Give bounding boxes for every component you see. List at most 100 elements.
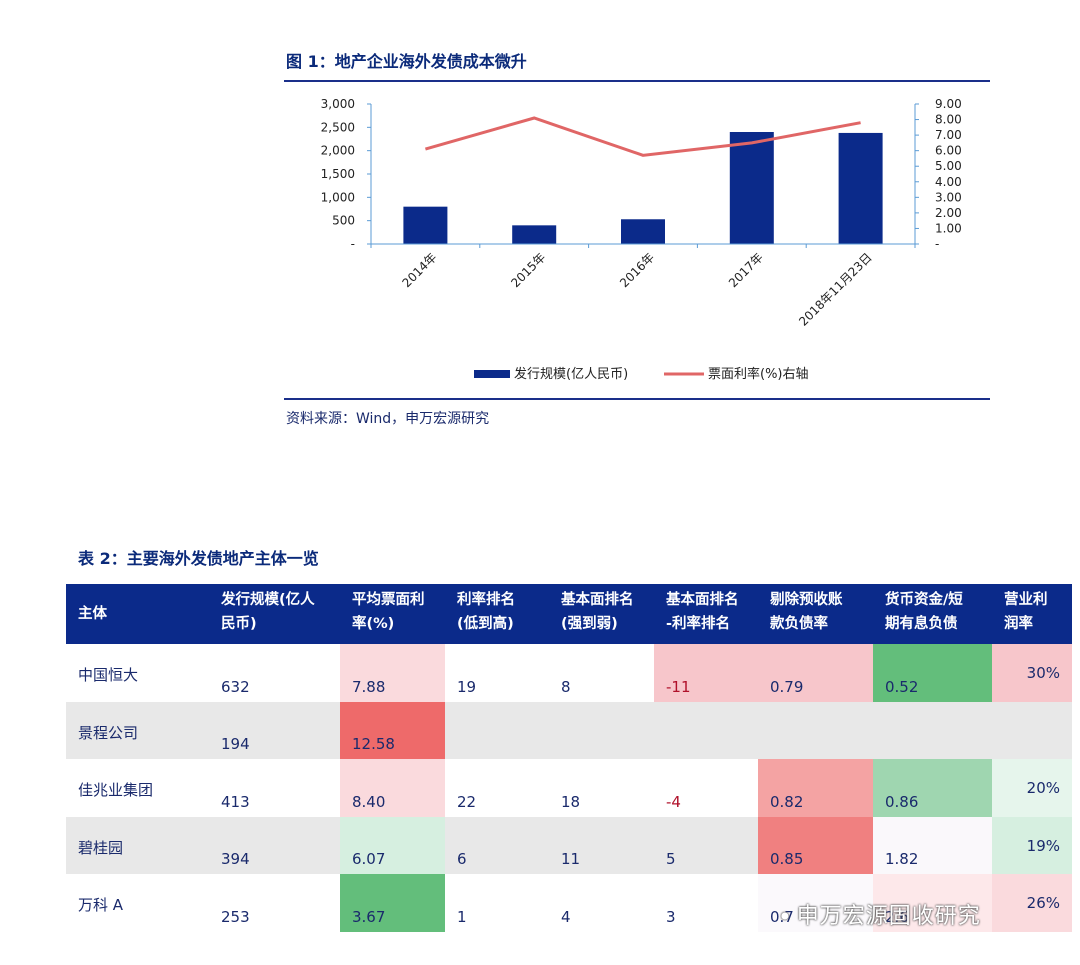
left-tick-label: 500 — [332, 214, 355, 228]
wechat-icon: ꔷ — [780, 904, 791, 928]
header-text: 基本面排名 — [561, 592, 634, 608]
table-cell — [873, 701, 992, 760]
x-tick-label: 2017年 — [726, 250, 766, 290]
header-text: (强到弱) — [561, 616, 618, 632]
table-cell: 413 — [209, 759, 340, 817]
right-tick-label: 9.00 — [935, 97, 962, 111]
table-cell — [445, 701, 549, 760]
cell-value: 0.7 — [770, 907, 794, 926]
right-tick-label: 4.00 — [935, 175, 962, 189]
table-row: 万科 A 253 3.67 1 4 3 0.7 2.6 26% — [66, 874, 1072, 932]
header-cell: 平均票面利 率(%) — [352, 588, 425, 636]
rate-line — [424, 116, 861, 157]
cell-value: 0.79 — [770, 677, 804, 696]
left-tick-label: 3,000 — [321, 97, 355, 111]
table-cell: 1 — [445, 874, 549, 932]
cell-value: 佳兆业集团 — [78, 781, 154, 800]
table-cell: 253 — [209, 874, 340, 932]
table-row: 佳兆业集团 413 8.40 22 18 -4 0.82 0.86 20% — [66, 759, 1072, 817]
table-cell: 7.88 — [340, 644, 445, 702]
table-cell: 景程公司 — [66, 701, 209, 760]
table-header: 主体 发行规模(亿人 民币) 平均票面利 率(%) 利率排名 (低到高) 基本面排名 (强到弱)… — [66, 584, 1072, 644]
table-row: 碧桂园 394 6.07 6 11 5 0.85 1.82 19% — [66, 816, 1072, 875]
header-text: 期有息负债 — [885, 616, 958, 632]
table-cell: 中国恒大 — [66, 644, 209, 702]
cell-value: 景程公司 — [78, 723, 139, 742]
cell-value: 6 — [457, 850, 467, 869]
cell-value: 19 — [457, 677, 477, 696]
cell-value: 413 — [221, 792, 250, 811]
cell-value: 8.40 — [352, 792, 386, 811]
cell-value: 4 — [561, 907, 571, 926]
table-cell: 19 — [445, 644, 549, 702]
left-tick-label: - — [351, 237, 355, 251]
table-cell — [654, 701, 758, 760]
left-tick-label: 1,000 — [321, 190, 355, 204]
table-cell: 26% — [992, 874, 1072, 932]
cell-value: 11 — [561, 850, 581, 869]
cell-value: 2.6 — [885, 907, 909, 926]
cell-value: 1 — [457, 907, 467, 926]
table-cell: 394 — [209, 816, 340, 875]
cell-value: 7.88 — [352, 677, 386, 696]
cell-value: 194 — [221, 735, 250, 754]
header-text: 主体 — [78, 606, 107, 622]
x-tick-label: 2016年 — [617, 250, 657, 290]
header-cell: 基本面排名 (强到弱) — [561, 588, 634, 636]
header-text: 货币资金/短 — [885, 592, 963, 608]
cell-value: 8 — [561, 677, 571, 696]
header-cell: 剔除预收账 款负债率 — [770, 588, 843, 636]
table-cell: 万科 A — [66, 874, 209, 932]
right-tick-label: 8.00 — [935, 113, 962, 127]
header-text: 发行规模(亿人 — [221, 592, 315, 608]
table-cell: 22 — [445, 759, 549, 817]
cell-value: 632 — [221, 677, 250, 696]
table-cell: 2.6 — [873, 874, 992, 932]
right-tick-label: - — [935, 237, 939, 251]
watermark-text: 申万宏源固收研究 — [796, 904, 981, 929]
table-cell: 0.79 — [758, 644, 873, 702]
cell-value: 6.07 — [352, 850, 386, 869]
legend-line-label: 票面利率(%)右轴 — [708, 366, 809, 382]
table-body: 中国恒大 632 7.88 19 8 -11 0.79 0.52 30% 景程公司 194 12.58… — [66, 644, 1072, 932]
header-cell: 营业利 润率 — [1004, 588, 1048, 636]
bar-1 — [512, 225, 557, 244]
table-cell: 20% — [992, 759, 1072, 817]
cell-value: 20% — [1026, 779, 1060, 798]
x-tick-label: 2014年 — [400, 250, 440, 290]
cell-value: -11 — [666, 677, 691, 696]
table-cell — [992, 701, 1072, 760]
table-cell: 0.52 — [873, 644, 992, 702]
header-text: -利率排名 — [666, 616, 731, 632]
table-cell: 3 — [654, 874, 758, 932]
header-text: 款负债率 — [770, 616, 828, 632]
x-tick-label: 2015年 — [508, 250, 548, 290]
right-tick-label: 6.00 — [935, 144, 962, 158]
bar-2 — [621, 219, 665, 244]
table-cell: 6.07 — [340, 816, 445, 875]
cell-value: 3 — [666, 907, 676, 926]
cell-value: 万科 A — [78, 896, 124, 915]
table-cell: 8 — [549, 644, 654, 702]
header-text: (低到高) — [457, 616, 514, 632]
table-row: 景程公司 194 12.58 — [66, 701, 1072, 760]
table-row: 中国恒大 632 7.88 19 8 -11 0.79 0.52 30% — [66, 644, 1072, 702]
header-cell: 主体 — [78, 602, 107, 626]
header-text: 剔除预收账 — [770, 592, 843, 608]
cell-value: 0.85 — [770, 850, 804, 869]
bar-3 — [729, 132, 774, 244]
table-cell: 0.86 — [873, 759, 992, 817]
right-tick-label: 1.00 — [935, 221, 962, 235]
header-text: 基本面排名 — [666, 592, 739, 608]
table-cell: 碧桂园 — [66, 816, 209, 875]
watermark: ꔷ 申万宏源固收研究 — [780, 898, 981, 930]
header-cell: 基本面排名 -利率排名 — [666, 588, 739, 636]
table-title: 表 2：主要海外发债地产主体一览 — [78, 549, 319, 568]
bar-0 — [403, 206, 448, 244]
cell-value: 1.82 — [885, 850, 919, 869]
cell-value: 碧桂园 — [78, 838, 124, 857]
cell-value: 253 — [221, 907, 250, 926]
legend-bar-label: 发行规模(亿人民币) — [514, 366, 628, 382]
cell-value: 19% — [1026, 836, 1060, 855]
cell-value: 394 — [221, 850, 250, 869]
